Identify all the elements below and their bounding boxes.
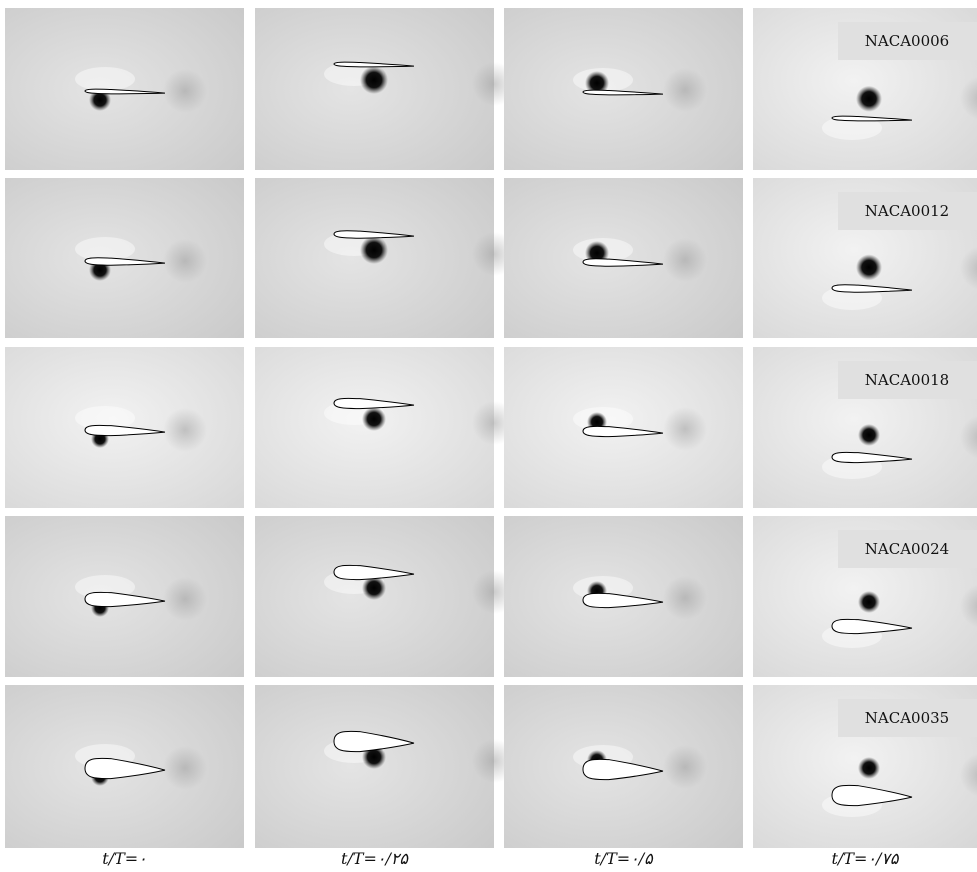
flow-panel	[5, 347, 244, 508]
wake-shade	[960, 246, 977, 290]
wake-shade	[663, 745, 707, 789]
flow-panel	[255, 8, 516, 170]
label-box	[838, 22, 977, 60]
airfoil	[582, 258, 664, 267]
flow-panel	[5, 8, 244, 170]
flow-panel	[504, 347, 743, 508]
airfoil	[333, 61, 415, 68]
airfoil	[333, 730, 415, 753]
column-label: t/T=۰/۲۵	[341, 849, 409, 868]
flow-panel	[255, 347, 516, 508]
row-label: NACA0012	[865, 202, 949, 220]
wake-shade	[663, 407, 707, 451]
label-box	[838, 530, 977, 568]
vortex	[858, 757, 880, 779]
flow-panel	[504, 685, 743, 848]
highlight	[75, 237, 135, 261]
flow-panel	[255, 685, 516, 848]
airfoil	[84, 757, 166, 780]
wake-shade	[163, 69, 207, 113]
vortex	[858, 424, 880, 446]
wake-shade	[163, 746, 207, 790]
wake-shade	[163, 408, 207, 452]
wake-shade	[960, 584, 977, 628]
flow-panel	[255, 178, 516, 338]
column-label: t/T=۰/۵	[594, 849, 654, 868]
wake-shade	[663, 576, 707, 620]
vortex	[585, 71, 609, 95]
vortex	[360, 236, 388, 264]
row-label: NACA0024	[865, 540, 949, 558]
airfoil	[831, 784, 913, 807]
vortex	[360, 66, 388, 94]
flow-panel	[504, 8, 743, 170]
wake-shade	[663, 68, 707, 112]
vortex	[858, 591, 880, 613]
label-box	[838, 699, 977, 737]
airfoil	[333, 230, 415, 239]
flow-panel: NACA0012	[753, 178, 977, 338]
flow-panel	[504, 178, 743, 338]
vortex	[856, 254, 882, 281]
airfoil	[831, 451, 913, 464]
flow-panel: NACA0024	[753, 516, 977, 677]
airfoil	[333, 564, 415, 581]
panel-background	[5, 8, 244, 170]
flow-panel	[5, 178, 244, 338]
flow-panel	[255, 516, 516, 677]
wake-shade	[960, 753, 977, 797]
airfoil	[84, 88, 166, 95]
airfoil	[333, 397, 415, 410]
label-box	[838, 361, 977, 399]
vortex	[362, 407, 386, 431]
vortex	[362, 576, 386, 600]
row-label: NACA0018	[865, 371, 949, 389]
flow-panel	[504, 516, 743, 677]
wake-shade	[960, 415, 977, 459]
flow-panel	[5, 685, 244, 848]
airfoil	[84, 424, 166, 437]
row-label: NACA0006	[865, 32, 949, 50]
highlight	[75, 406, 135, 430]
flow-panel: NACA0006	[753, 8, 977, 170]
highlight	[75, 67, 135, 91]
flow-panel: NACA0035	[753, 685, 977, 848]
airfoil	[582, 89, 664, 96]
wake-shade	[163, 577, 207, 621]
airfoil	[582, 425, 664, 438]
airfoil	[84, 591, 166, 608]
vortex	[89, 89, 111, 111]
airfoil	[582, 592, 664, 609]
airfoil	[84, 257, 166, 266]
column-label: t/T=۰	[102, 849, 147, 868]
label-box	[838, 192, 977, 230]
wake-shade	[663, 238, 707, 282]
airfoil	[831, 284, 913, 293]
panel-background	[504, 8, 743, 170]
column-label: t/T=۰/۷۵	[831, 849, 899, 868]
airfoil	[582, 758, 664, 781]
vortex	[856, 85, 882, 112]
highlight	[822, 116, 882, 140]
flow-panel: NACA0018	[753, 347, 977, 508]
flow-panel	[5, 516, 244, 677]
wake-shade	[163, 239, 207, 283]
airfoil	[831, 618, 913, 635]
row-label: NACA0035	[865, 709, 949, 727]
wake-shade	[960, 76, 977, 120]
airfoil	[831, 115, 913, 122]
